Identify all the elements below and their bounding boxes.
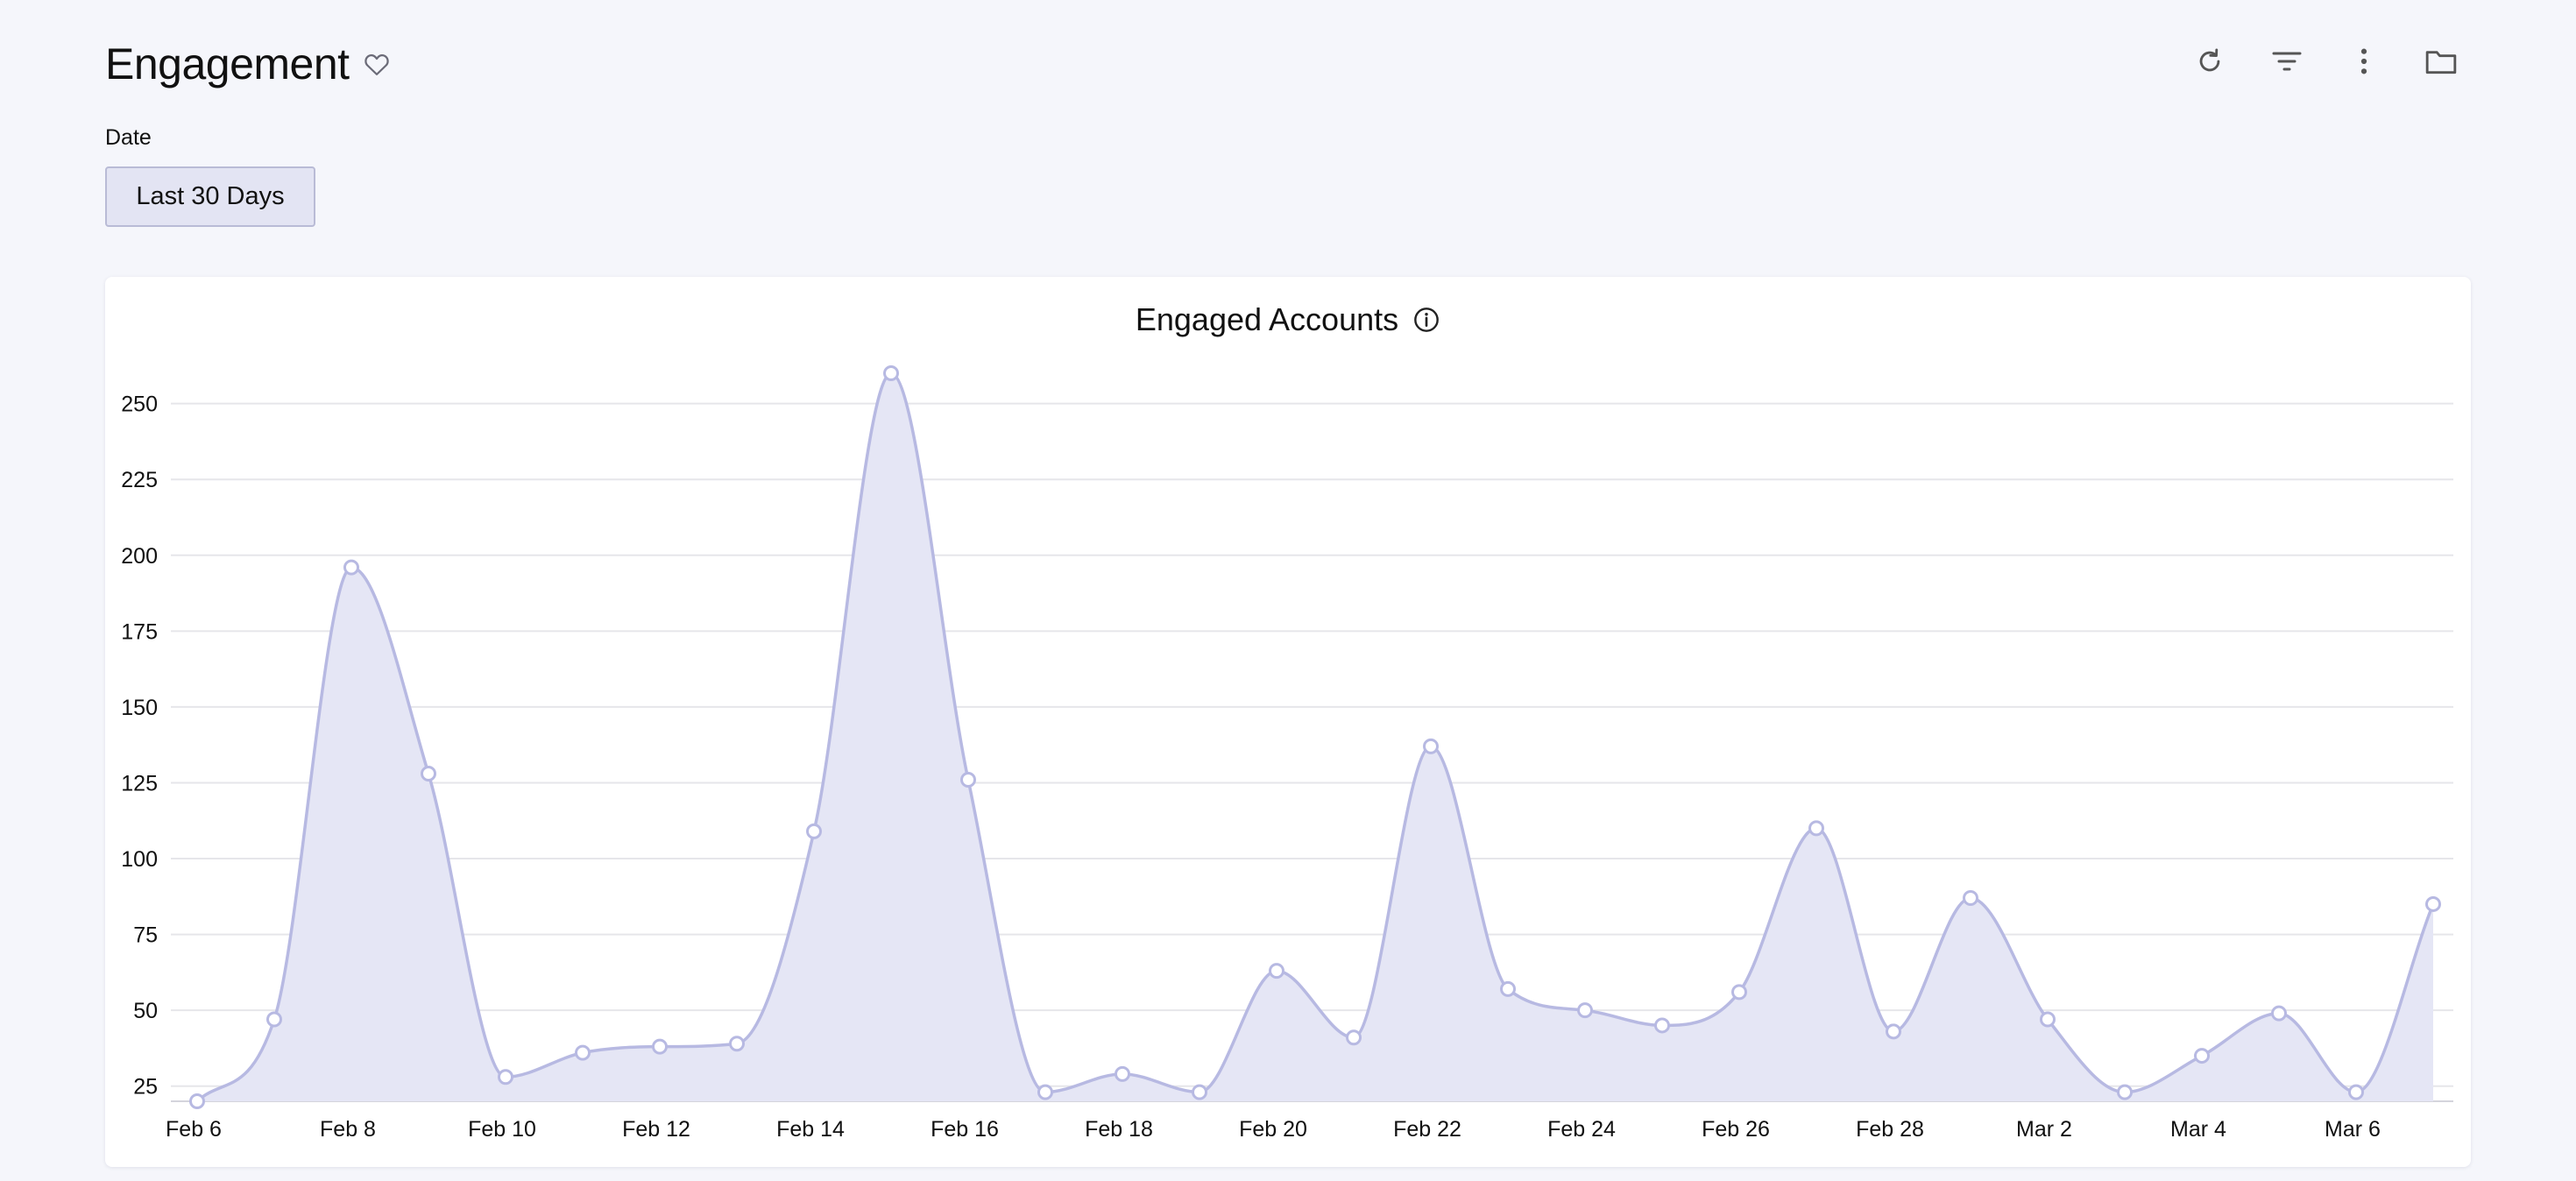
- x-tick-label: Mar 2: [2016, 1117, 2072, 1142]
- refresh-icon: [2195, 46, 2225, 81]
- x-tick-label: Feb 18: [1085, 1117, 1153, 1142]
- data-point[interactable]: [1269, 963, 1284, 979]
- more-vertical-icon: [2359, 46, 2369, 81]
- series-line: [195, 371, 2435, 1103]
- data-point[interactable]: [2348, 1084, 2364, 1100]
- x-tick-label: Mar 6: [2325, 1117, 2381, 1142]
- chart-card: Engaged Accounts 25 50 75 100 125 150 175 200 22…: [105, 277, 2471, 1167]
- x-tick-label: Feb 12: [622, 1117, 690, 1142]
- data-point[interactable]: [2117, 1084, 2133, 1100]
- heart-outline-icon[interactable]: [362, 49, 392, 79]
- y-axis-ticks: 25 50 75 100 125 150 175 200 225 250: [121, 392, 158, 1100]
- y-tick-label: 175: [121, 619, 158, 644]
- chart-header: Engaged Accounts: [105, 298, 2471, 342]
- x-tick-label: Feb 16: [931, 1117, 999, 1142]
- data-point[interactable]: [1500, 980, 1516, 997]
- series-points: [189, 365, 2441, 1109]
- data-point[interactable]: [883, 365, 899, 381]
- data-point[interactable]: [498, 1069, 513, 1086]
- filter-icon: [2271, 48, 2303, 79]
- y-tick-label: 75: [133, 923, 158, 948]
- more-options-button[interactable]: [2338, 37, 2390, 89]
- toolbar: [2159, 37, 2467, 89]
- data-point[interactable]: [1654, 1017, 1670, 1034]
- x-tick-label: Feb 14: [776, 1117, 845, 1142]
- y-tick-label: 25: [133, 1075, 158, 1100]
- data-point[interactable]: [2194, 1048, 2210, 1064]
- data-point[interactable]: [960, 771, 976, 788]
- page-title: Engagement: [105, 39, 350, 88]
- x-tick-label: Mar 4: [2170, 1117, 2226, 1142]
- page-header: Engagement: [105, 33, 392, 95]
- filter-button[interactable]: [2261, 37, 2313, 89]
- x-tick-label: Feb 26: [1702, 1117, 1770, 1142]
- data-point[interactable]: [1192, 1084, 1207, 1100]
- data-point[interactable]: [2425, 895, 2441, 912]
- y-tick-label: 250: [121, 392, 158, 417]
- x-axis-ticks: Feb 6 Feb 8 Feb 10 Feb 12 Feb 14 Feb 16 Feb 18…: [166, 1117, 2381, 1142]
- folder-button[interactable]: [2415, 37, 2467, 89]
- data-point[interactable]: [343, 559, 359, 576]
- info-icon[interactable]: [1412, 306, 1440, 334]
- data-point[interactable]: [1577, 1002, 1593, 1019]
- data-point[interactable]: [421, 766, 436, 782]
- data-point[interactable]: [1808, 820, 1824, 837]
- y-tick-label: 100: [121, 847, 158, 872]
- y-tick-label: 225: [121, 468, 158, 492]
- data-point[interactable]: [189, 1093, 205, 1109]
- x-tick-label: Feb 28: [1856, 1117, 1924, 1142]
- y-tick-label: 150: [121, 696, 158, 720]
- data-point[interactable]: [729, 1036, 745, 1052]
- y-tick-label: 200: [121, 544, 158, 569]
- data-point[interactable]: [1115, 1065, 1130, 1082]
- x-tick-label: Feb 8: [320, 1117, 376, 1142]
- data-point[interactable]: [1963, 890, 1978, 907]
- data-point[interactable]: [1037, 1084, 1053, 1100]
- y-tick-label: 125: [121, 771, 158, 796]
- data-point[interactable]: [2040, 1011, 2056, 1028]
- x-tick-label: Feb 20: [1239, 1117, 1307, 1142]
- data-point[interactable]: [806, 823, 822, 839]
- data-point[interactable]: [2271, 1005, 2287, 1022]
- y-tick-label: 50: [133, 999, 158, 1023]
- x-tick-label: Feb 10: [468, 1117, 536, 1142]
- data-point[interactable]: [652, 1038, 668, 1055]
- grid-lines: [171, 402, 2453, 1102]
- x-tick-label: Feb 22: [1393, 1117, 1461, 1142]
- x-tick-label: Feb 24: [1547, 1117, 1616, 1142]
- data-point[interactable]: [1423, 738, 1439, 754]
- series-area: [197, 373, 2433, 1101]
- data-point[interactable]: [575, 1044, 591, 1061]
- date-range-button[interactable]: Last 30 Days: [105, 166, 315, 227]
- chart-title: Engaged Accounts: [1135, 301, 1399, 337]
- data-point[interactable]: [266, 1011, 282, 1028]
- date-filter-label: Date: [105, 125, 152, 150]
- folder-icon: [2424, 47, 2458, 80]
- data-point[interactable]: [1346, 1029, 1362, 1046]
- data-point[interactable]: [1886, 1023, 1901, 1040]
- x-tick-label: Feb 6: [166, 1117, 222, 1142]
- data-point[interactable]: [1731, 984, 1747, 1001]
- refresh-button[interactable]: [2183, 37, 2236, 89]
